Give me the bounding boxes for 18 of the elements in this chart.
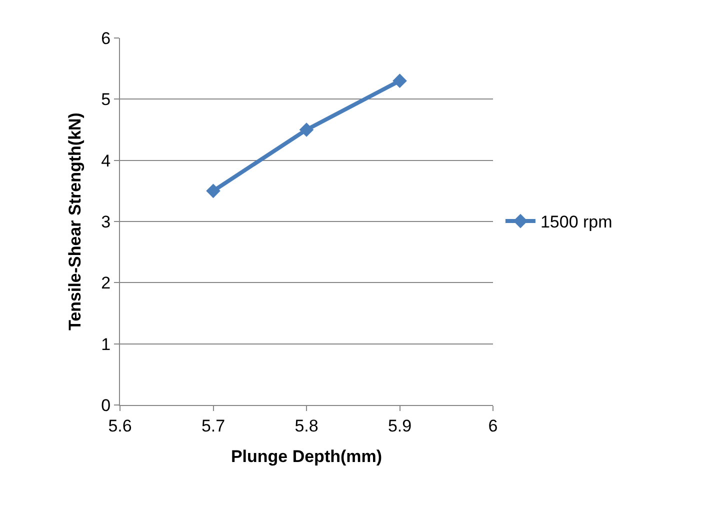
point [392, 74, 407, 88]
point [206, 184, 220, 198]
x-axis-title: Plunge Depth(mm) [230, 446, 382, 466]
x-tick-label: 5.6 [108, 416, 132, 436]
x-tick-label: 6 [488, 416, 498, 436]
y-tick-label: 2 [101, 274, 111, 293]
x-tick-label: 5.9 [388, 416, 412, 436]
y-tick-label: 3 [101, 212, 111, 232]
y-axis-title: Tensile-Shear Strength(kN) [66, 112, 85, 330]
y-tick-label: 1 [101, 334, 111, 354]
legend-label: 1500 rpm [540, 212, 612, 232]
x-tick-label: 5.7 [201, 416, 226, 436]
y-tick-label: 4 [101, 151, 111, 170]
x-tick-label: 5.8 [294, 416, 318, 436]
y-tick-label: 6 [101, 28, 111, 48]
point [299, 122, 314, 137]
y-tick-label: 0 [101, 396, 111, 415]
y-tick-label: 5 [101, 90, 111, 110]
